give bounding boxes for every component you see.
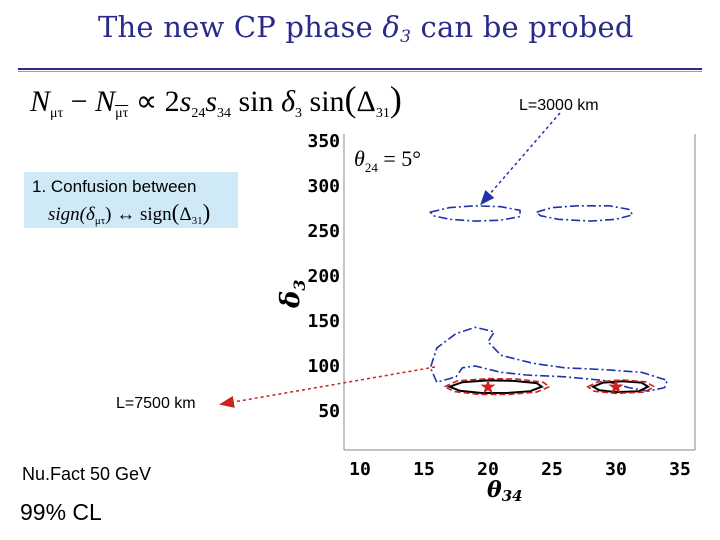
title-delta-sub: 3: [400, 27, 412, 47]
formula-n2-sub: μτ: [115, 106, 129, 121]
true-value-star: ★: [607, 377, 625, 399]
contour-solid-0: [446, 379, 544, 394]
formula-n1: N: [30, 85, 51, 118]
y-axis-ticks: 50 100 150 200 250 300 350: [307, 131, 340, 422]
callout-heading: 1. Confusion between: [32, 177, 197, 196]
formula-s34-sub: 34: [217, 106, 232, 121]
nufact-label: Nu.Fact 50 GeV: [22, 464, 152, 484]
label-l3000: L=3000 km: [519, 97, 599, 114]
formula-s24: s: [179, 85, 192, 118]
annotation-rest: = 5°: [378, 146, 421, 171]
y-axis-label-sub: 3: [290, 280, 309, 291]
formula-n2: N: [95, 85, 116, 118]
contour-dash-dot-2: [429, 326, 669, 393]
y-axis-label: δ3: [276, 280, 309, 309]
formula-delta3: δ: [281, 85, 296, 118]
confusion-callout: 1. Confusion between sign(δμτ) ↔ sign(Δ3…: [24, 172, 238, 228]
formula-sin2: sin: [302, 85, 345, 118]
contour-dash-dot-0: [429, 204, 521, 222]
contour-dash-dot-1: [535, 205, 634, 222]
y-tick-label: 350: [307, 131, 340, 152]
x-tick-label: 15: [413, 459, 435, 480]
y-tick-label: 300: [307, 176, 340, 197]
x-tick-label: 25: [541, 459, 563, 480]
x-tick-label: 20: [477, 459, 499, 480]
formula-n1-sub: μτ: [50, 106, 64, 121]
x-axis-label-sub: 34: [502, 487, 523, 505]
contour-curves: [429, 204, 669, 396]
callout-sign1: sign(δ: [48, 204, 95, 225]
y-tick-label: 150: [307, 311, 340, 332]
formula-rparen: ): [389, 79, 402, 119]
x-tick-label: 35: [669, 459, 691, 480]
callout-arrow: ) ↔ sign: [105, 204, 172, 225]
title-text: The new CP phase: [98, 10, 383, 44]
formula-sin1: sin: [231, 85, 282, 118]
y-tick-label: 100: [307, 356, 340, 377]
theta24-annotation: θ24 = 5°: [354, 146, 421, 175]
annotation-sub: 24: [365, 160, 379, 175]
formula-delta31-sub: 31: [375, 106, 390, 121]
formula-lparen: (: [344, 79, 357, 119]
callout-formula: sign(δμτ) ↔ sign(Δ31): [48, 200, 210, 227]
x-axis-label-main: θ: [487, 477, 502, 503]
contour-dashed-1: [586, 379, 657, 395]
y-axis-label-main: δ: [276, 291, 306, 309]
title-rest: can be probed: [411, 10, 634, 44]
callout-rparen: ): [202, 200, 211, 225]
formula-proportional: ∝ 2: [128, 85, 180, 118]
y-tick-label: 50: [318, 401, 340, 422]
formula-delta3-sub: 3: [295, 106, 303, 121]
callout-sign1-sub: μτ: [94, 215, 106, 227]
callout-lparen: (: [171, 200, 180, 225]
label-l7500: L=7500 km: [116, 395, 196, 412]
true-value-markers: ★ ★: [479, 377, 625, 399]
title-rule: [18, 68, 702, 70]
arrow-l3000: [480, 112, 561, 206]
x-axis-label: θ34: [487, 477, 523, 505]
rate-formula: Nμτ − Nμτ ∝ 2s24s34 sin δ3 sin(Δ31): [30, 78, 402, 122]
y-tick-label: 250: [307, 221, 340, 242]
annotation-theta: θ: [354, 146, 365, 171]
title-delta: δ: [382, 10, 401, 44]
x-axis-ticks: 10 15 20 25 30 35: [349, 459, 691, 480]
callout-delta31: Δ: [179, 204, 192, 225]
contour-solid-1: [590, 380, 651, 394]
formula-s34: s: [205, 85, 218, 118]
title-rule-thin: [18, 71, 702, 72]
confidence-level: 99% CL: [20, 499, 102, 525]
formula-minus: −: [63, 85, 96, 118]
x-tick-label: 10: [349, 459, 371, 480]
true-value-star: ★: [479, 377, 497, 399]
arrow-l7500: [219, 366, 436, 408]
y-tick-label: 200: [307, 266, 340, 287]
x-tick-label: 30: [605, 459, 627, 480]
slide-title: The new CP phase δ3 can be probed: [98, 10, 634, 47]
formula-s24-sub: 24: [191, 106, 206, 121]
callout-delta31-sub: 31: [191, 215, 203, 227]
formula-delta31: Δ: [356, 85, 376, 118]
